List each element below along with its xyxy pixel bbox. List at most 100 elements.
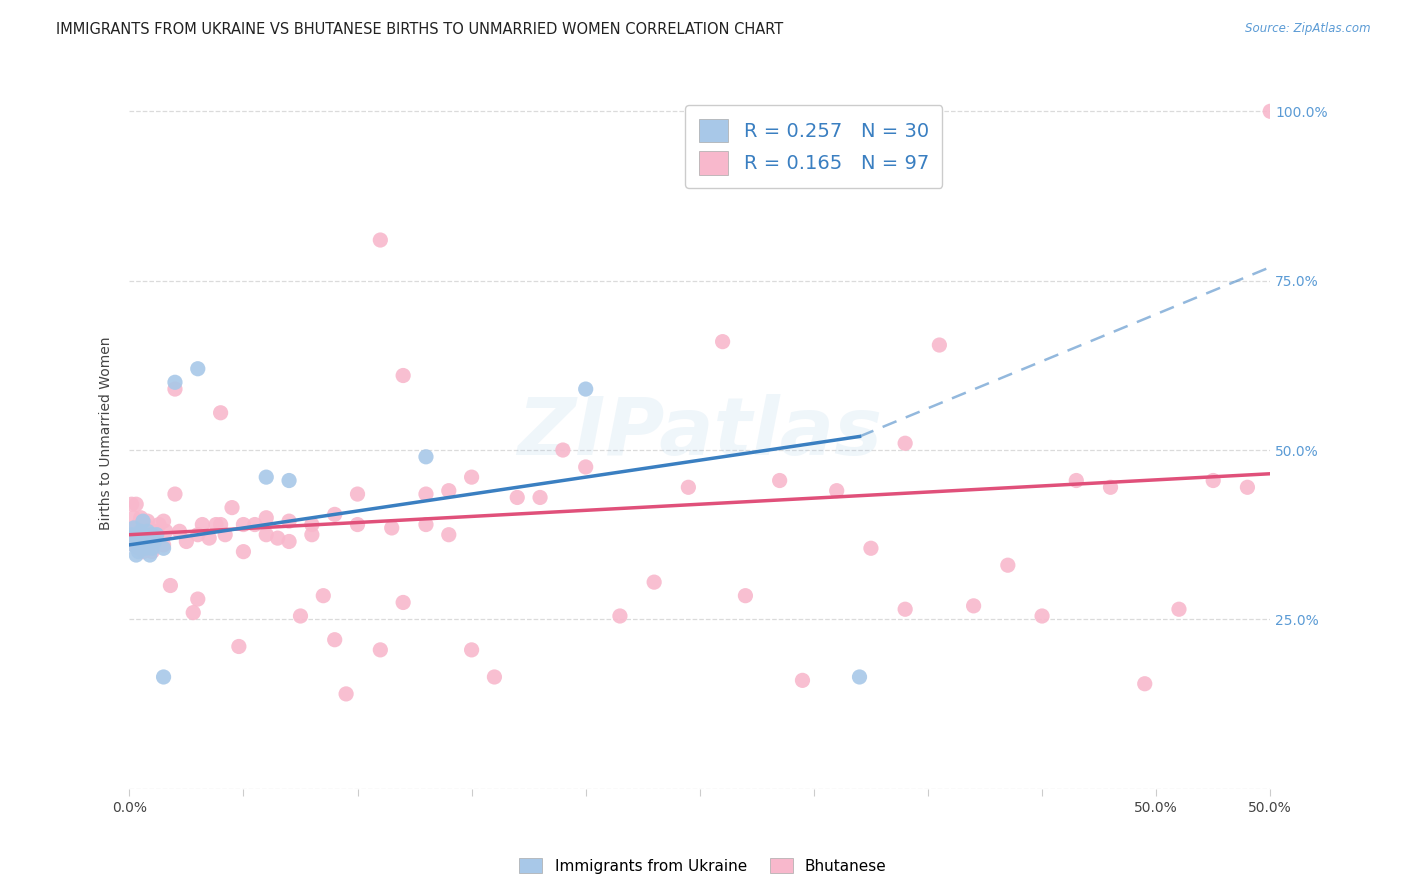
Point [323,508,346,522]
Point [392,368,415,383]
Point [127,534,149,549]
Point [346,487,368,501]
Point [1064,474,1087,488]
Point [129,538,152,552]
Point [575,382,598,396]
Point [198,531,221,545]
Point [232,517,254,532]
Point [460,643,482,657]
Point [163,376,186,390]
Point [243,517,266,532]
Point [575,460,598,475]
Point [134,517,156,532]
Point [609,609,631,624]
Point [254,510,277,524]
Point [278,514,301,528]
Legend: Immigrants from Ukraine, Bhutanese: Immigrants from Ukraine, Bhutanese [513,852,893,880]
Point [1099,480,1122,494]
Point [859,541,882,556]
Point [143,534,166,549]
Point [152,538,174,552]
Point [335,687,357,701]
Point [205,517,228,532]
Point [163,487,186,501]
Point [132,531,155,545]
Point [1202,474,1225,488]
Point [278,474,301,488]
Point [159,578,181,592]
Point [1031,609,1053,624]
Point [127,544,149,558]
Point [129,510,152,524]
Point [437,527,460,541]
Point [125,531,148,545]
Point [139,534,162,549]
Point [290,609,312,624]
Point [370,233,392,247]
Point [152,541,174,556]
Point [894,602,917,616]
Point [132,524,155,539]
Point [155,524,177,539]
Point [415,487,437,501]
Point [734,589,756,603]
Point [209,406,232,420]
Point [1236,480,1258,494]
Legend: R = 0.257   N = 30, R = 0.165   N = 97: R = 0.257 N = 30, R = 0.165 N = 97 [685,105,942,188]
Point [136,514,159,528]
Point [214,527,236,541]
Point [129,541,152,556]
Point [187,592,209,607]
Point [163,382,186,396]
Point [370,643,392,657]
Point [152,670,174,684]
Point [848,670,870,684]
Point [141,544,163,558]
Point [127,541,149,556]
Point [125,524,148,539]
Point [134,538,156,552]
Point [301,517,323,532]
Point [139,541,162,556]
Point [323,632,346,647]
Point [228,640,250,654]
Point [551,443,574,458]
Point [678,480,700,494]
Point [141,527,163,541]
Point [484,670,506,684]
Point [254,470,277,484]
Point [191,517,214,532]
Point [129,524,152,539]
Point [136,538,159,552]
Point [141,541,163,556]
Point [1258,104,1281,119]
Point [209,517,232,532]
Point [122,510,145,524]
Point [134,541,156,556]
Point [122,538,145,552]
Point [121,524,143,539]
Text: IMMIGRANTS FROM UKRAINE VS BHUTANESE BIRTHS TO UNMARRIED WOMEN CORRELATION CHART: IMMIGRANTS FROM UKRAINE VS BHUTANESE BIR… [56,22,783,37]
Point [139,548,162,562]
Point [278,534,301,549]
Point [962,599,984,613]
Point [176,534,198,549]
Point [381,521,404,535]
Point [132,514,155,528]
Point [825,483,848,498]
Point [187,527,209,541]
Point [769,474,792,488]
Point [136,524,159,539]
Point [415,450,437,464]
Point [145,527,167,541]
Point [121,497,143,511]
Point [266,531,288,545]
Y-axis label: Births to Unmarried Women: Births to Unmarried Women [100,336,114,530]
Point [301,527,323,541]
Point [997,558,1019,573]
Point [437,483,460,498]
Point [711,334,734,349]
Point [122,538,145,552]
Point [122,521,145,535]
Point [152,514,174,528]
